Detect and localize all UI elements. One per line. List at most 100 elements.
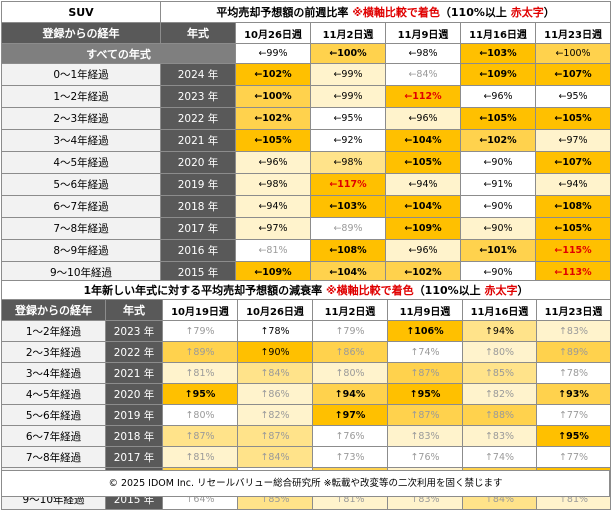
value-cell: ↑76% — [312, 425, 388, 447]
value-cell: ←102% — [385, 261, 461, 284]
week-header: 10月26日週 — [235, 22, 311, 44]
table-row: 1～2年経過 2023 年 ↑79% ↑78% ↑79% ↑106% ↑94% ↑83% — [1, 320, 611, 342]
model-year: 2022 年 — [160, 107, 236, 130]
value-cell: ←99% — [310, 63, 386, 86]
weekly-ratio-table: SUV 平均売却予想額の前週比率 ※横軸比較で着色（110%以上 赤太字） 登録から… — [1, 1, 612, 284]
value-cell: ←96% — [460, 85, 536, 108]
value-cell: ↑89% — [162, 341, 238, 363]
value-cell: ↑95% — [162, 383, 238, 405]
value-cell: ←112% — [385, 85, 461, 108]
table-row: 9～10年経過 2015 年 ←109% ←104% ←102% ←90% ←113% — [1, 261, 612, 284]
value-cell: ↑84% — [237, 362, 313, 384]
value-cell: ↑86% — [237, 383, 313, 405]
week-header: 11月2日週 — [312, 299, 388, 321]
value-cell: ↑79% — [162, 320, 238, 342]
value-cell: ←91% — [460, 173, 536, 196]
year-header: 年式 — [105, 299, 163, 321]
table-row: 4～5年経過 2020 年 ←96% ←98% ←105% ←90% ←107% — [1, 151, 612, 174]
model-year: 2016 年 — [160, 239, 236, 262]
value-cell: ↑86% — [312, 341, 388, 363]
value-cell: ↑81% — [162, 446, 238, 468]
value-cell: ←90% — [460, 151, 536, 174]
all-years-label: すべての年式 — [1, 43, 236, 64]
value-cell: ↑78% — [237, 320, 313, 342]
value-cell: ←98% — [385, 43, 461, 64]
value-cell: ←89% — [310, 217, 386, 240]
elapsed-label: 3～4年経過 — [1, 129, 161, 152]
value-cell: ←105% — [385, 151, 461, 174]
value-cell: ←103% — [310, 195, 386, 218]
value-cell: ←90% — [460, 195, 536, 218]
table-row: 6～7年経過 2018 年 ←94% ←103% ←104% ←90% ←108% — [1, 195, 612, 218]
model-year: 2018 年 — [160, 195, 236, 218]
value-cell: ←109% — [235, 261, 311, 284]
value-cell: ←100% — [310, 43, 386, 64]
value-cell: ←96% — [385, 107, 461, 130]
value-cell: ↑88% — [462, 404, 537, 426]
week-header: 11月16日週 — [460, 22, 536, 44]
model-year: 2022 年 — [105, 341, 163, 363]
value-cell: ←105% — [534, 107, 612, 130]
table-row: 5～6年経過 2019 年 ↑80% ↑82% ↑97% ↑87% ↑88% ↑77% — [1, 404, 611, 426]
value-cell: ↑83% — [387, 425, 463, 447]
model-year: 2021 年 — [105, 362, 163, 384]
value-cell: ←113% — [534, 261, 612, 284]
all-years-row: すべての年式 ←99% ←100% ←98% ←103% ←100% — [1, 43, 612, 64]
value-cell: ←94% — [385, 173, 461, 196]
value-cell: ←97% — [235, 217, 311, 240]
elapsed-label: 6～7年経過 — [1, 425, 106, 447]
value-cell: ↑77% — [536, 446, 611, 468]
value-cell: ←100% — [534, 43, 612, 64]
value-cell: ↑83% — [462, 425, 537, 447]
value-cell: ←95% — [534, 85, 612, 108]
value-cell: ↑80% — [462, 341, 537, 363]
title-row: 1年新しい年式に対する平均売却予想額の減衰率 ※横軸比較で着色（110%以上 赤… — [1, 280, 611, 300]
elapsed-label: 8～9年経過 — [1, 239, 161, 262]
value-cell: ↑81% — [162, 362, 238, 384]
table-row: 8～9年経過 2016 年 ←81% ←108% ←96% ←101% ←115% — [1, 239, 612, 262]
elapsed-label: 1～2年経過 — [1, 85, 161, 108]
value-cell: ←84% — [385, 63, 461, 86]
value-cell: ←107% — [534, 151, 612, 174]
value-cell: ↑93% — [536, 383, 611, 405]
value-cell: ←99% — [235, 43, 311, 64]
table-row: 5～6年経過 2019 年 ←98% ←117% ←94% ←91% ←94% — [1, 173, 612, 196]
week-header: 11月9日週 — [387, 299, 463, 321]
value-cell: ←102% — [235, 63, 311, 86]
value-cell: ↑73% — [312, 446, 388, 468]
elapsed-label: 2～3年経過 — [1, 341, 106, 363]
value-cell: ←105% — [534, 217, 612, 240]
model-year: 2017 年 — [160, 217, 236, 240]
elapsed-label: 6～7年経過 — [1, 195, 161, 218]
table-row: 0～1年経過 2024 年 ←102% ←99% ←84% ←109% ←107% — [1, 63, 612, 86]
model-year: 2024 年 — [160, 63, 236, 86]
value-cell: ↑79% — [312, 320, 388, 342]
week-header: 11月23日週 — [534, 22, 612, 44]
title-title-paren-open: （110%以上 — [413, 284, 485, 297]
elapsed-label: 7～8年経過 — [1, 446, 106, 468]
year-header: 年式 — [160, 22, 236, 44]
value-cell: ↑77% — [536, 404, 611, 426]
header-row: 登録からの経年 年式 10月26日週 11月2日週 11月9日週 11月16日週 11月23… — [1, 22, 612, 44]
value-cell: ←108% — [534, 195, 612, 218]
value-cell: ↑87% — [237, 425, 313, 447]
value-cell: ↑74% — [462, 446, 537, 468]
category-label: SUV — [1, 1, 161, 23]
value-cell: ↑76% — [387, 446, 463, 468]
elapsed-label: 4～5年経過 — [1, 383, 106, 405]
week-header: 10月19日週 — [162, 299, 238, 321]
elapsed-header: 登録からの経年 — [1, 299, 106, 321]
elapsed-label: 2～3年経過 — [1, 107, 161, 130]
table-row: 3～4年経過 2021 年 ↑81% ↑84% ↑80% ↑87% ↑85% ↑78% — [1, 362, 611, 384]
model-year: 2021 年 — [160, 129, 236, 152]
table-row: 7～8年経過 2017 年 ↑81% ↑84% ↑73% ↑76% ↑74% ↑77% — [1, 446, 611, 468]
value-cell: ←100% — [235, 85, 311, 108]
value-cell: ←94% — [235, 195, 311, 218]
value-cell: ↑94% — [462, 320, 537, 342]
week-header: 11月23日週 — [536, 299, 611, 321]
value-cell: ←90% — [460, 217, 536, 240]
elapsed-label: 1～2年経過 — [1, 320, 106, 342]
value-cell: ←96% — [385, 239, 461, 262]
value-cell: ↑78% — [536, 362, 611, 384]
